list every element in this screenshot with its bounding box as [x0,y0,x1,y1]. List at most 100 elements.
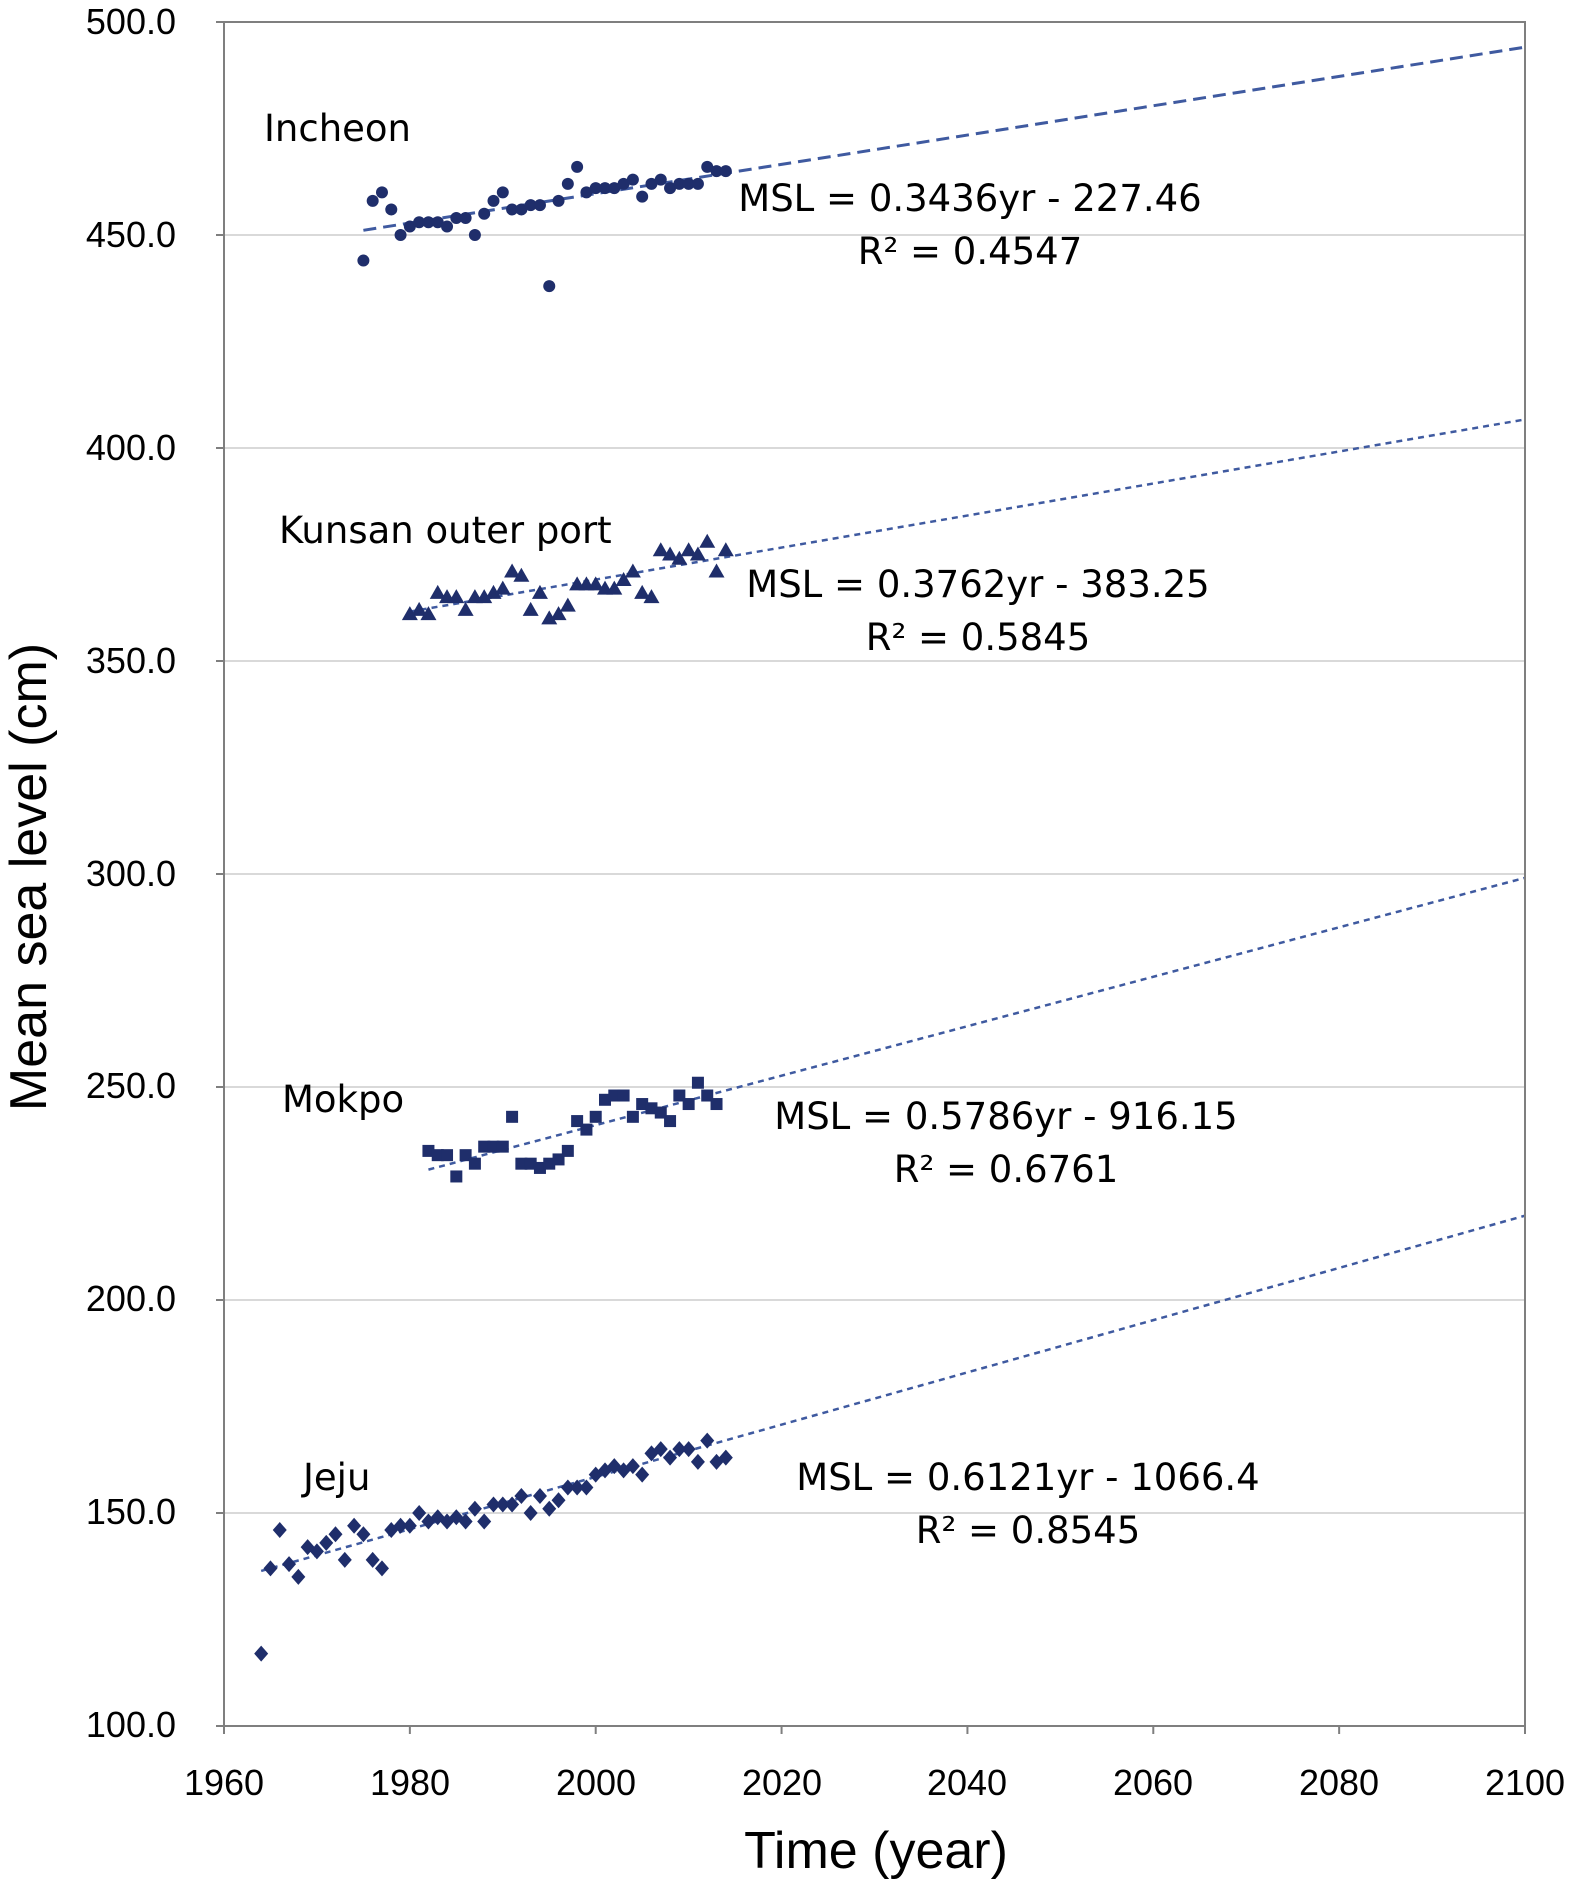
incheon-point [645,177,658,190]
y-tick-label: 150.0 [86,1491,176,1532]
jeju-point [570,1479,585,1496]
kunsan-outer-port-point [457,601,474,616]
mokpo-point [673,1089,686,1102]
y-tick-label: 400.0 [86,427,176,468]
y-tick-label: 250.0 [86,1065,176,1106]
jeju-point [663,1449,678,1466]
jeju-point [681,1441,696,1458]
incheon-point [431,216,444,229]
incheon-point [682,177,695,190]
r-squared-incheon: R² = 0.4547 [858,230,1083,273]
kunsan-outer-port-point [680,542,697,557]
trendline-jeju [260,1214,1526,1573]
kunsan-outer-port-point [429,584,446,599]
jeju-point [393,1517,408,1534]
x-tick-labels: 1960 1980 2000 2020 2040 2060 2080 2100 [184,1762,1565,1803]
incheon-point [719,165,732,178]
incheon-point [506,203,519,216]
kunsan-outer-port-point [624,563,641,578]
x-axis-title: Time (year) [744,1822,1008,1880]
jeju-point [700,1432,715,1449]
jeju-point [374,1560,389,1577]
kunsan-outer-port-point [643,589,660,604]
mokpo-point [543,1157,556,1170]
jeju-point [337,1551,352,1568]
incheon-point [617,177,630,190]
incheon-point [543,280,556,293]
jeju-point [495,1496,510,1513]
kunsan-outer-port-point [476,589,493,604]
mokpo-point [626,1110,639,1123]
jeju-point [551,1492,566,1509]
jeju-point [718,1449,733,1466]
trend-equation-mokpo: MSL = 0.5786yr - 916.15 [774,1095,1237,1138]
kunsan-outer-port-point [615,572,632,587]
x-tick-label: 2060 [1113,1762,1193,1803]
station-label-mokpo: Mokpo [282,1078,404,1121]
incheon-point [580,186,593,199]
mokpo-point [441,1149,454,1162]
jeju-point [477,1513,492,1530]
mokpo-point [561,1144,574,1157]
mokpo-point [636,1098,649,1111]
y-tick-label: 500.0 [86,1,176,42]
station-label-kunsan: Kunsan outer port [279,509,612,552]
trendline-incheon [363,45,1526,232]
mokpo-point [580,1123,593,1136]
mokpo-point [710,1098,723,1111]
x-tick-label: 2020 [742,1762,822,1803]
jeju-point [412,1505,427,1521]
kunsan-outer-port-point [541,610,558,625]
mokpo-point [459,1149,472,1162]
incheon-point [459,211,472,224]
incheon-point [394,229,407,241]
jeju-point [690,1453,705,1470]
incheon-point [422,216,435,229]
incheon-point [589,182,602,195]
incheon-point [496,186,509,199]
mokpo-point [701,1089,714,1102]
jeju-point [625,1458,640,1475]
kunsan-outer-port-point [411,601,428,616]
x-tick-label: 2040 [927,1762,1007,1803]
incheon-point [561,177,574,190]
kunsan-outer-port-point [699,533,716,548]
trend-equation-jeju: MSL = 0.6121yr - 1066.4 [796,1456,1259,1499]
jeju-point [653,1441,668,1458]
mokpo-point [664,1115,677,1128]
incheon-point [691,177,704,190]
x-tick-label: 1980 [370,1762,450,1803]
incheon-point [357,254,370,267]
jeju-point [486,1496,501,1513]
mokpo-point [431,1149,444,1162]
gridlines [224,234,1525,1514]
y-tick-label: 450.0 [86,214,176,255]
incheon-point [533,199,546,212]
incheon-point [636,190,649,203]
jeju-point [309,1543,324,1560]
x-tick-label: 2000 [556,1762,636,1803]
kunsan-outer-port-point [420,606,437,621]
mokpo-point [468,1157,481,1170]
mokpo-point [478,1140,491,1153]
jeju-point [356,1526,371,1543]
incheon-point [701,160,714,173]
jeju-point [347,1517,362,1534]
jeju-point [672,1441,687,1458]
incheon-point [468,229,481,241]
incheon-point [375,186,388,199]
kunsan-outer-port-point [494,580,511,595]
jeju-point [523,1505,538,1521]
kunsan-outer-port-point [485,584,502,599]
r-squared-jeju: R² = 0.8545 [916,1509,1141,1552]
y-tick-label: 200.0 [86,1278,176,1319]
incheon-point [478,207,491,220]
mokpo-point [645,1102,658,1115]
incheon-point [552,194,565,207]
jeju-point [365,1551,380,1568]
incheon-point [413,216,426,229]
jeju-point [532,1487,547,1504]
kunsan-outer-port-point [448,589,465,604]
mokpo-point [617,1089,630,1102]
